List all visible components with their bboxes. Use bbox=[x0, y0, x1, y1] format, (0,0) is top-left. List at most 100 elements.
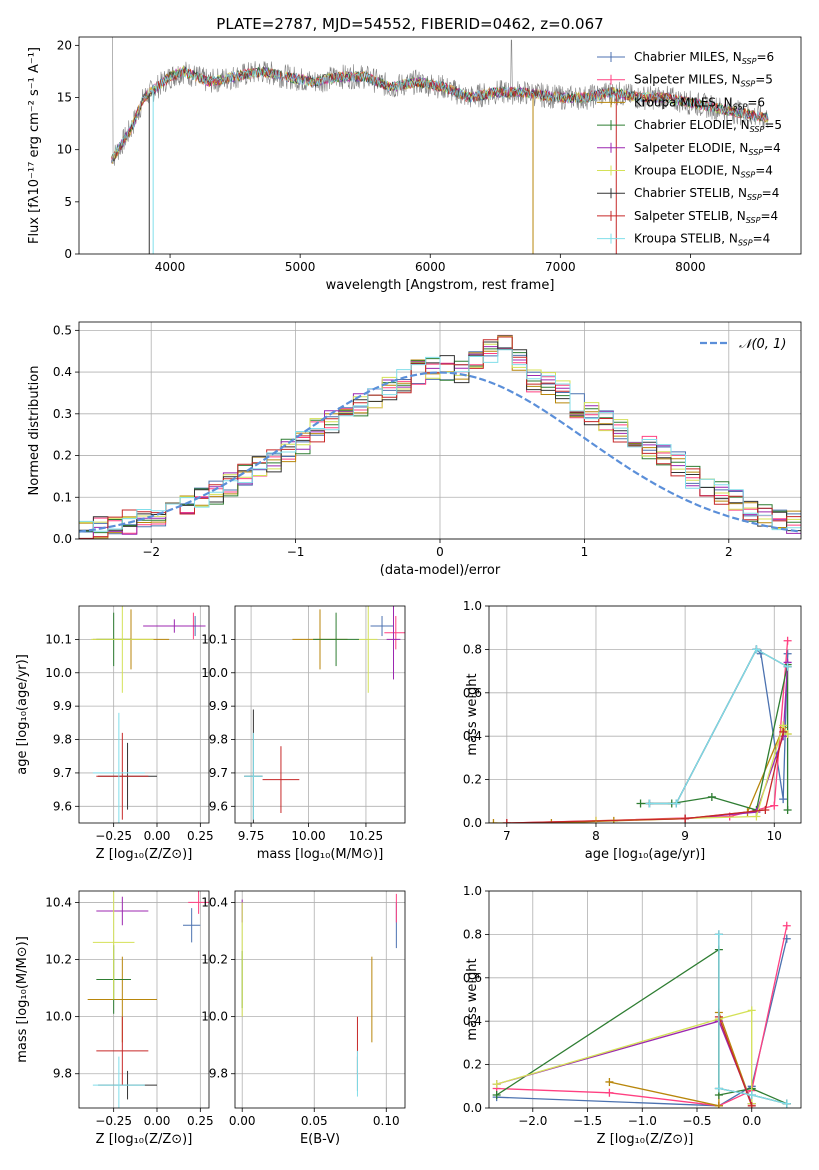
tick-label-y: 5 bbox=[64, 195, 72, 209]
weight-marker bbox=[714, 1084, 723, 1093]
tick-label-y: 10.0 bbox=[201, 666, 228, 680]
tick-label-x: −2 bbox=[142, 545, 160, 559]
tick-label-x: 10.25 bbox=[349, 829, 383, 843]
weight-marker bbox=[752, 812, 761, 821]
axes: −0.25 0.00 0.25 9.6 9.7 9.8 9.9 10.0 10.1 Z [log₁… bbox=[15, 632, 214, 862]
tick-label-x: −0.25 bbox=[95, 1114, 132, 1128]
weight-marker bbox=[714, 930, 723, 939]
tick-label-y: 1.0 bbox=[463, 599, 482, 613]
legend-label-sub: SSP bbox=[748, 148, 763, 157]
legend-label-main: Kroupa STELIB, N bbox=[634, 232, 738, 246]
weight-marker bbox=[783, 730, 792, 739]
tick-label-y: 20 bbox=[57, 38, 72, 52]
weight-line bbox=[506, 640, 789, 823]
tick-label-x: 0.00 bbox=[229, 1114, 256, 1128]
legend-label-eq: =6 bbox=[747, 95, 765, 109]
axes-frame bbox=[234, 890, 406, 1109]
plot-area bbox=[492, 921, 791, 1108]
panel-mass_weight_vs_Z: −2.0 −1.5 −1.0 −0.5 0.0 0.0 0.2 0.4 0.6 0.8 1.0 Z [… bbox=[463, 884, 802, 1147]
model-line bbox=[111, 67, 769, 163]
tick-label-x: 0.0 bbox=[742, 1114, 761, 1128]
tick-label-y: 10.4 bbox=[45, 895, 72, 909]
tick-label-x: 10.00 bbox=[291, 829, 325, 843]
tick-label-y: 0 bbox=[64, 247, 72, 261]
y-axis-label: mass weight bbox=[465, 673, 480, 755]
legend-label: Kroupa ELODIE, NSSP=4 bbox=[634, 164, 773, 180]
tick-label-x: 0.05 bbox=[301, 1114, 328, 1128]
tick-label-y: 10.4 bbox=[201, 895, 228, 909]
legend-label: Kroupa MILES, NSSP=6 bbox=[634, 95, 765, 111]
tick-label-x: 6000 bbox=[415, 260, 446, 274]
legend-label-sub: SSP bbox=[738, 239, 753, 248]
plot-area bbox=[79, 334, 801, 539]
panel-age_vs_mass: 9.75 10.00 10.25 9.6 9.7 9.8 9.9 10.0 10.1 mass [… bbox=[201, 605, 406, 862]
plot-area bbox=[244, 606, 405, 823]
weight-marker bbox=[783, 636, 792, 645]
x-axis-label: Z [log₁₀(Z/Z⊙)] bbox=[96, 1132, 193, 1147]
y-axis-label: Flux [fλ10⁻¹⁷ erg cm⁻² s⁻¹ A⁻¹] bbox=[27, 47, 42, 244]
weight-marker bbox=[779, 795, 788, 804]
axes-frame bbox=[78, 890, 210, 1109]
legend-label-main: Kroupa ELODIE, N bbox=[634, 164, 741, 178]
legend-label-main: Salpeter ELODIE, N bbox=[634, 141, 748, 155]
tick-label-y: 10.0 bbox=[201, 1010, 228, 1024]
plot-area bbox=[91, 606, 206, 823]
tick-label-y: 0.2 bbox=[53, 449, 72, 463]
panel-residuals: −2 −1 0 1 2 0.0 0.1 0.2 0.3 0.4 0.5 (data-model)/er… bbox=[27, 321, 802, 578]
tick-label-x: −2.0 bbox=[518, 1114, 547, 1128]
tick-label-y: 0.4 bbox=[463, 1014, 482, 1028]
y-axis-label: mass [log₁₀(M/M⊙)] bbox=[15, 936, 30, 1063]
legend-label: Kroupa STELIB, NSSP=4 bbox=[634, 232, 770, 248]
tick-label-y: 9.8 bbox=[53, 733, 72, 747]
weight-marker bbox=[707, 792, 716, 801]
weight-marker bbox=[636, 799, 645, 808]
weight-marker bbox=[502, 819, 511, 823]
tick-label-y: 0.0 bbox=[53, 532, 72, 546]
tick-label-x: 0.25 bbox=[187, 1114, 214, 1128]
tick-label-x: 2 bbox=[725, 545, 733, 559]
weight-marker bbox=[747, 1006, 756, 1015]
tick-label-y: 0.5 bbox=[53, 323, 72, 337]
tick-label-y: 0.4 bbox=[463, 729, 482, 743]
weight-marker bbox=[783, 649, 792, 658]
chart-title: PLATE=2787, MJD=54552, FIBERID=0462, z=0… bbox=[216, 15, 603, 33]
legend-label-sub: SSP bbox=[746, 216, 761, 225]
y-axis-label: age [log₁₀(age/yr)] bbox=[15, 654, 30, 775]
axes: −2.0 −1.5 −1.0 −0.5 0.0 0.0 0.2 0.4 0.6 0.8 1.0 Z [… bbox=[463, 884, 761, 1147]
tick-label-x: 0.10 bbox=[373, 1114, 400, 1128]
gaussian-curve bbox=[79, 371, 801, 533]
histogram-series bbox=[79, 349, 801, 539]
axes-frame bbox=[488, 605, 802, 824]
tick-label-x: 0.00 bbox=[144, 829, 171, 843]
x-axis-label: (data-model)/error bbox=[380, 563, 501, 578]
weight-line bbox=[496, 938, 788, 1107]
weight-line bbox=[718, 934, 787, 1105]
panel-mass_vs_ebv: 0.00 0.05 0.10 9.8 10.0 10.2 10.4 E(B-V) bbox=[201, 890, 406, 1147]
weight-line bbox=[493, 726, 789, 823]
tick-label-x: −1.0 bbox=[628, 1114, 657, 1128]
weight-line bbox=[496, 1009, 753, 1104]
legend-label-eq: =4 bbox=[753, 232, 771, 246]
tick-label-y: 9.6 bbox=[209, 799, 228, 813]
legend-label-main: Chabrier STELIB, N bbox=[634, 186, 747, 200]
x-axis-label: age [log₁₀(age/yr)] bbox=[585, 847, 706, 862]
tick-label-y: 9.9 bbox=[209, 699, 228, 713]
weight-marker bbox=[779, 727, 788, 736]
tick-label-x: 4000 bbox=[155, 260, 186, 274]
legend-label-main: Chabrier ELODIE, N bbox=[634, 118, 750, 132]
legend-label-eq: =4 bbox=[755, 164, 773, 178]
legend-label: 𝒩(0, 1) bbox=[739, 337, 786, 352]
weight-marker bbox=[783, 805, 792, 814]
tick-label-y: 1.0 bbox=[463, 884, 482, 898]
tick-label-y: 10.2 bbox=[45, 953, 72, 967]
x-axis-label: Z [log₁₀(Z/Z⊙)] bbox=[96, 847, 193, 862]
weight-marker bbox=[547, 819, 556, 823]
tick-label-y: 9.8 bbox=[209, 1067, 228, 1081]
weight-line bbox=[685, 662, 789, 820]
tick-label-y: 9.7 bbox=[209, 766, 228, 780]
weight-marker bbox=[605, 1077, 614, 1086]
legend-label-sub: SSP bbox=[742, 57, 757, 66]
axes: 7 8 9 10 0.0 0.2 0.4 0.6 0.8 1.0 age [log₁₀(age/yr… bbox=[463, 599, 782, 862]
tick-label-x: 7000 bbox=[545, 260, 576, 274]
